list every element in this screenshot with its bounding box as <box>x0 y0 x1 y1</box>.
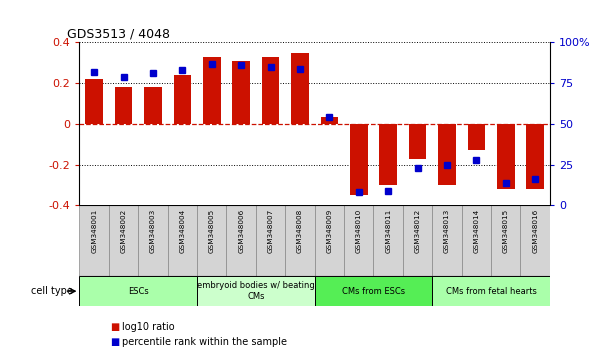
Text: GSM348012: GSM348012 <box>415 209 420 253</box>
Text: GSM348011: GSM348011 <box>385 209 391 253</box>
Bar <box>256 205 285 276</box>
Bar <box>109 205 138 276</box>
Bar <box>174 75 191 124</box>
Bar <box>167 205 197 276</box>
Bar <box>497 124 514 189</box>
Bar <box>144 87 162 124</box>
Bar <box>262 57 279 124</box>
Text: GSM348001: GSM348001 <box>91 209 97 253</box>
Bar <box>79 276 197 306</box>
Bar <box>285 205 315 276</box>
Bar <box>86 79 103 124</box>
Bar <box>373 205 403 276</box>
Text: GSM348013: GSM348013 <box>444 209 450 253</box>
Bar <box>138 205 167 276</box>
Bar <box>491 205 521 276</box>
Bar <box>521 205 550 276</box>
Text: CMs from fetal hearts: CMs from fetal hearts <box>445 287 536 296</box>
Bar <box>438 124 456 185</box>
Bar <box>227 205 256 276</box>
Text: cell type: cell type <box>31 286 73 296</box>
Bar <box>350 124 368 195</box>
Bar <box>526 124 544 189</box>
Bar <box>315 276 433 306</box>
Bar <box>433 276 550 306</box>
Text: GSM348015: GSM348015 <box>503 209 509 253</box>
Bar <box>379 124 397 185</box>
Text: GSM348016: GSM348016 <box>532 209 538 253</box>
Text: GSM348008: GSM348008 <box>297 209 303 253</box>
Text: GSM348006: GSM348006 <box>238 209 244 253</box>
Text: GSM348009: GSM348009 <box>326 209 332 253</box>
Bar <box>433 205 462 276</box>
Bar <box>291 53 309 124</box>
Text: ■: ■ <box>110 337 119 347</box>
Text: GSM348003: GSM348003 <box>150 209 156 253</box>
Text: GSM348004: GSM348004 <box>180 209 185 253</box>
Bar <box>467 124 485 150</box>
Bar <box>409 124 426 159</box>
Text: ESCs: ESCs <box>128 287 148 296</box>
Text: GSM348014: GSM348014 <box>474 209 480 253</box>
Text: GDS3513 / 4048: GDS3513 / 4048 <box>67 28 170 41</box>
Bar <box>462 205 491 276</box>
Text: percentile rank within the sample: percentile rank within the sample <box>122 337 287 347</box>
Text: GSM348002: GSM348002 <box>120 209 126 253</box>
Bar <box>403 205 433 276</box>
Text: embryoid bodies w/ beating
CMs: embryoid bodies w/ beating CMs <box>197 281 315 301</box>
Text: CMs from ESCs: CMs from ESCs <box>342 287 405 296</box>
Bar <box>197 205 227 276</box>
Bar <box>344 205 373 276</box>
Bar <box>115 87 133 124</box>
Bar <box>315 205 344 276</box>
Bar <box>203 57 221 124</box>
Text: GSM348007: GSM348007 <box>268 209 274 253</box>
Bar <box>79 205 109 276</box>
Text: GSM348010: GSM348010 <box>356 209 362 253</box>
Bar <box>197 276 315 306</box>
Bar <box>232 61 250 124</box>
Text: log10 ratio: log10 ratio <box>122 322 175 332</box>
Text: ■: ■ <box>110 322 119 332</box>
Bar <box>321 117 338 124</box>
Text: GSM348005: GSM348005 <box>209 209 214 253</box>
